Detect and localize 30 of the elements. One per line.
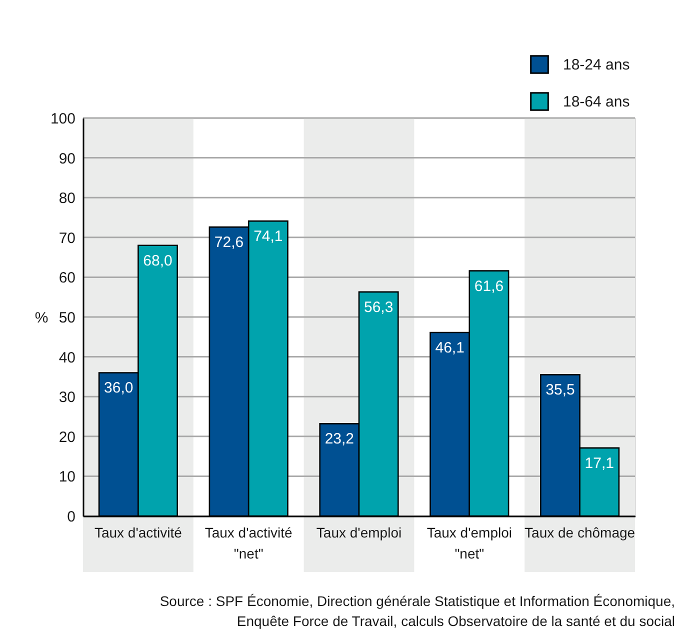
- x-tick-label: Taux d'emploi: [316, 524, 402, 540]
- y-tick-label: 30: [58, 389, 76, 406]
- data-label: 74,1: [254, 228, 283, 246]
- data-label: 17,1: [584, 454, 614, 472]
- x-tick-label: Taux de chômage: [524, 524, 636, 540]
- x-tick-label: Taux d'emploi "net": [426, 524, 512, 562]
- x-tick-label: Taux d'activité: [94, 524, 182, 540]
- data-label: 23,2: [324, 430, 354, 448]
- y-tick-label: 20: [58, 428, 76, 446]
- data-label: 72,6: [214, 234, 244, 252]
- data-label: 36,0: [104, 380, 134, 397]
- data-label: 56,3: [364, 298, 394, 316]
- source-note: Source : SPF Économie, Direction générale Statistique et Information Économique, Enquête Force de Travail, calculs Observatoire de la santé et du social: [160, 593, 675, 629]
- y-tick-label: 10: [58, 468, 76, 486]
- data-label: 35,5: [546, 382, 575, 399]
- y-tick-label: 100: [50, 110, 76, 128]
- data-label: 68,0: [143, 252, 172, 270]
- data-label: 46,1: [435, 340, 464, 357]
- y-tick-label: 70: [58, 230, 76, 247]
- y-tick-label: 60: [58, 270, 76, 287]
- y-tick-label: 90: [58, 150, 76, 168]
- legend-label: 18-64 ans: [563, 94, 630, 110]
- y-axis-title: %: [34, 310, 48, 326]
- y-tick-label: 80: [58, 190, 76, 208]
- x-tick-label: Taux d'activité "net": [204, 524, 293, 562]
- y-tick-label: 50: [58, 310, 76, 326]
- y-tick-label: 0: [67, 508, 76, 526]
- data-label: 61,6: [474, 278, 504, 295]
- legend-label: 18-24 ans: [563, 56, 630, 74]
- y-tick-label: 40: [58, 349, 76, 366]
